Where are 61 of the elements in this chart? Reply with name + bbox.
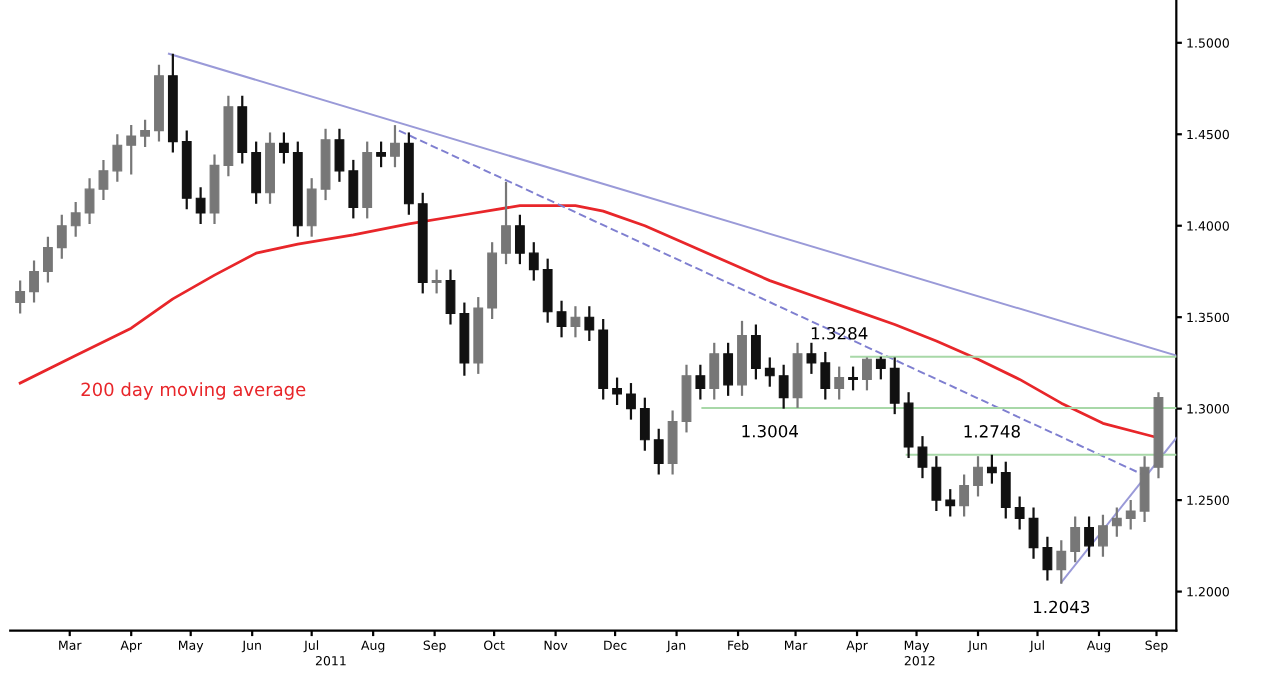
candlestick bbox=[501, 180, 511, 266]
candlestick bbox=[959, 473, 970, 518]
candlestick bbox=[70, 200, 81, 238]
candlestick bbox=[1014, 495, 1025, 531]
candlestick bbox=[1070, 515, 1081, 564]
candlestick bbox=[1084, 515, 1094, 558]
candlestick bbox=[695, 363, 706, 401]
candlestick bbox=[862, 356, 872, 392]
annotation: 1.3284 bbox=[811, 326, 868, 340]
candlestick bbox=[1125, 499, 1136, 531]
candlestick bbox=[556, 299, 567, 339]
candlestick bbox=[29, 259, 39, 304]
candlestick bbox=[126, 124, 137, 176]
candlestick bbox=[653, 427, 664, 476]
candlestick bbox=[875, 355, 886, 381]
candlestick bbox=[1000, 460, 1011, 520]
candlestick bbox=[431, 268, 442, 295]
candlestick bbox=[251, 140, 262, 205]
candlestick bbox=[820, 350, 831, 401]
candlestick bbox=[56, 213, 67, 260]
candlestick bbox=[376, 140, 387, 169]
annotation: 1.2043 bbox=[1033, 600, 1090, 614]
candlestick bbox=[584, 305, 595, 343]
candlestick bbox=[542, 257, 553, 324]
candlestick bbox=[237, 94, 248, 165]
annotation: 1.3004 bbox=[742, 424, 798, 438]
candlestick bbox=[514, 213, 525, 266]
candlestick bbox=[195, 186, 206, 226]
candlestick bbox=[986, 453, 997, 485]
candlestick bbox=[1111, 506, 1122, 538]
candlestick bbox=[709, 341, 720, 401]
candlestick bbox=[1056, 539, 1067, 585]
candlestick bbox=[626, 381, 636, 421]
candlestick bbox=[1098, 513, 1108, 558]
candlestick bbox=[778, 363, 789, 410]
candlestick bbox=[792, 341, 803, 410]
candlestick bbox=[140, 118, 151, 149]
candlestick bbox=[723, 341, 734, 397]
candlestick bbox=[889, 356, 900, 416]
candlestick bbox=[528, 241, 539, 282]
candlestick bbox=[834, 365, 845, 401]
candlestick bbox=[945, 488, 956, 518]
candlestick bbox=[973, 455, 983, 498]
candlestick bbox=[43, 235, 53, 284]
candlestick bbox=[278, 131, 289, 165]
annotation: 1.2748 bbox=[964, 425, 1020, 438]
candlestick bbox=[639, 396, 650, 452]
candlestick bbox=[112, 133, 123, 183]
candlestick bbox=[306, 177, 317, 238]
candlestick bbox=[390, 124, 400, 169]
candlestick bbox=[750, 323, 761, 381]
candlestick bbox=[334, 127, 345, 183]
candlestick bbox=[15, 279, 26, 315]
series-label: 200 day moving average bbox=[81, 382, 306, 400]
candlestick bbox=[848, 365, 858, 392]
candlestick bbox=[348, 158, 359, 220]
candlestick bbox=[612, 376, 622, 407]
candlestick bbox=[931, 455, 942, 513]
candlestick bbox=[806, 341, 817, 376]
candlestick bbox=[570, 305, 581, 339]
candlestick bbox=[764, 356, 775, 388]
